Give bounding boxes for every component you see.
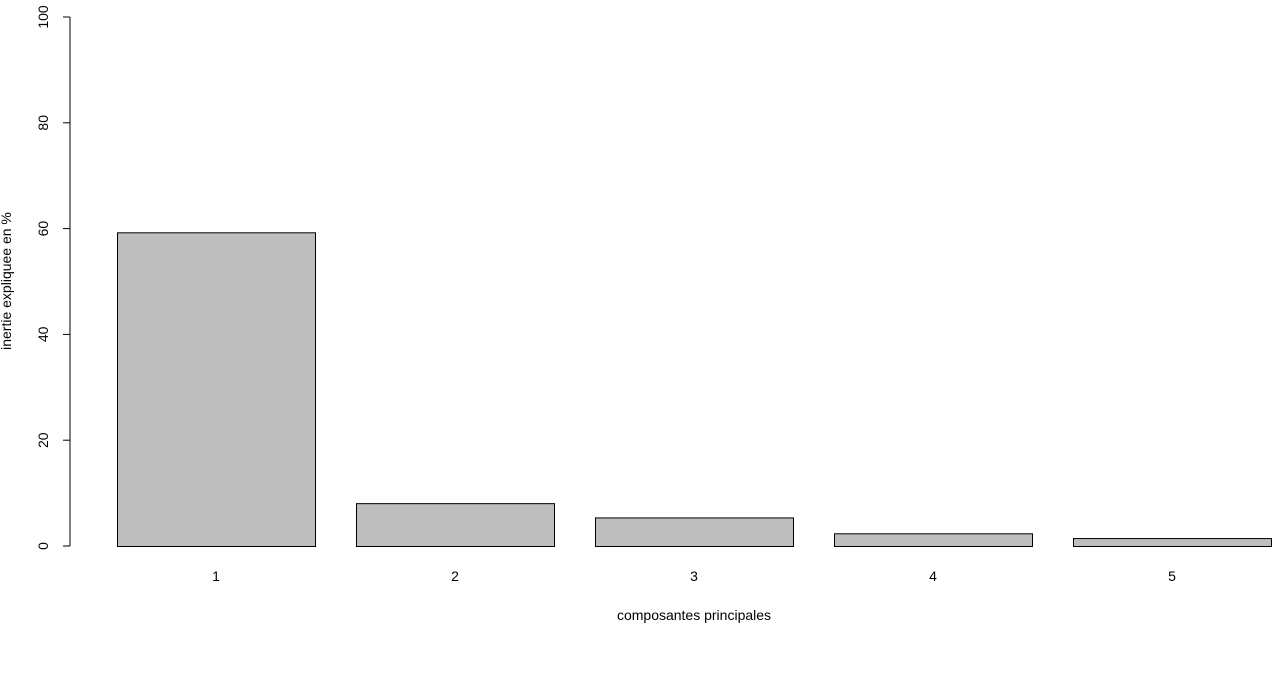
bar	[834, 533, 1033, 548]
bar	[356, 503, 555, 547]
bar	[1073, 538, 1272, 548]
y-tick-label: 80	[35, 115, 51, 131]
bars-group	[117, 232, 1272, 548]
bar	[117, 232, 316, 547]
y-tick-label: 40	[35, 326, 51, 342]
y-axis-title: inertie expliquee en %	[0, 212, 14, 350]
x-tick-labels: 1 2 3 4 5	[212, 568, 1176, 584]
bar	[595, 517, 794, 548]
y-tick-label: 20	[35, 432, 51, 448]
y-tick-label: 60	[35, 221, 51, 237]
y-tick-label: 100	[35, 5, 51, 29]
y-tick-label: 0	[35, 542, 51, 550]
x-tick-label: 4	[929, 568, 937, 584]
x-tick-label: 3	[690, 568, 698, 584]
x-axis-title: composantes principales	[617, 607, 771, 623]
x-tick-label: 1	[212, 568, 220, 584]
x-tick-label: 2	[451, 568, 459, 584]
y-axis: 0 20 40 60 80 100	[35, 5, 71, 550]
x-tick-label: 5	[1168, 568, 1176, 584]
